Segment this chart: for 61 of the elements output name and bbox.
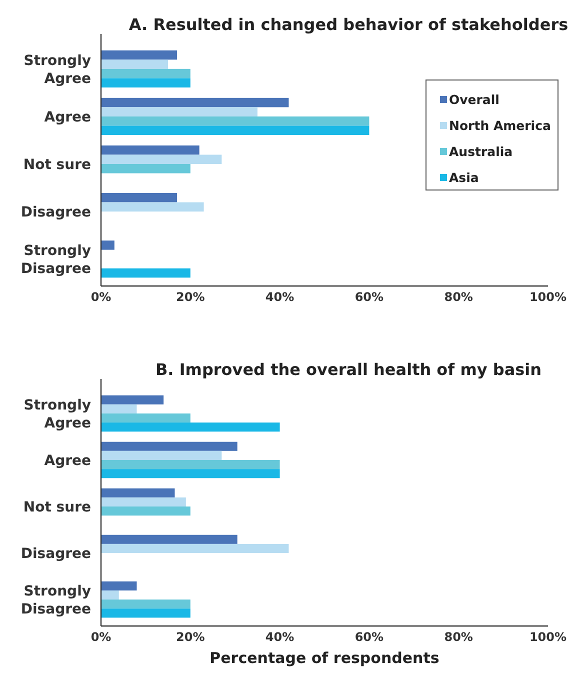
bar bbox=[101, 581, 137, 590]
bar bbox=[101, 164, 190, 174]
x-tick-label: 40% bbox=[265, 630, 294, 644]
x-axis-title: Percentage of respondents bbox=[210, 649, 440, 667]
bar bbox=[101, 268, 190, 278]
bar bbox=[101, 422, 280, 432]
bar bbox=[101, 202, 204, 212]
legend-label: Australia bbox=[449, 144, 513, 159]
bar bbox=[101, 413, 190, 423]
bar bbox=[101, 608, 190, 618]
x-tick-label: 20% bbox=[176, 630, 205, 644]
x-tick-label: 0% bbox=[90, 290, 112, 304]
y-tick-label: Agree bbox=[44, 452, 91, 469]
legend-label: North America bbox=[449, 118, 551, 133]
y-tick-label: Strongly Disagree bbox=[20, 584, 91, 618]
y-tick-label: Agree bbox=[44, 109, 91, 126]
bar bbox=[101, 544, 289, 554]
bar bbox=[101, 590, 119, 600]
bar bbox=[101, 497, 186, 506]
bar bbox=[101, 240, 114, 250]
bar bbox=[101, 469, 280, 478]
bar bbox=[101, 404, 137, 414]
x-tick-label: 0% bbox=[90, 630, 112, 644]
bar bbox=[101, 68, 190, 78]
chart-title: B. Improved the overall health of my basin bbox=[155, 360, 542, 379]
y-tick-label: Not sure bbox=[23, 500, 91, 516]
bar bbox=[101, 442, 238, 451]
bar bbox=[101, 460, 280, 470]
bar bbox=[101, 488, 175, 498]
x-tick-label: 80% bbox=[444, 290, 473, 304]
x-tick-label: 60% bbox=[354, 630, 384, 644]
x-tick-label: 80% bbox=[444, 630, 473, 644]
x-tick-label: 20% bbox=[176, 290, 205, 304]
chart-title: A. Resulted in changed behavior of stakeholders bbox=[128, 15, 568, 34]
bar bbox=[101, 60, 168, 69]
bar bbox=[101, 600, 190, 609]
x-tick-label: 60% bbox=[354, 290, 384, 304]
bar bbox=[101, 193, 177, 202]
bar bbox=[101, 534, 238, 544]
y-tick-label: Strongly Disagree bbox=[20, 243, 91, 278]
legend-label: Asia bbox=[449, 170, 479, 185]
y-tick-label: Not sure bbox=[23, 157, 91, 173]
x-tick-label: 100% bbox=[529, 630, 567, 644]
bar bbox=[101, 78, 190, 88]
x-tick-label: 100% bbox=[529, 290, 567, 304]
y-tick-label: Disagree bbox=[20, 204, 91, 221]
legend-label: Overall bbox=[449, 92, 500, 107]
bar bbox=[101, 107, 258, 116]
y-tick-label: Strongly Agree bbox=[24, 397, 91, 432]
y-tick-label: Strongly Agree bbox=[24, 52, 91, 87]
bar bbox=[101, 450, 222, 460]
bar bbox=[101, 98, 289, 108]
bar bbox=[101, 395, 164, 404]
bar bbox=[101, 154, 222, 164]
bar bbox=[101, 126, 370, 135]
bar bbox=[101, 116, 370, 126]
bar bbox=[101, 145, 200, 155]
bar bbox=[101, 50, 177, 60]
x-tick-label: 40% bbox=[265, 290, 294, 304]
y-tick-label: Disagree bbox=[20, 546, 91, 562]
bar bbox=[101, 506, 190, 516]
